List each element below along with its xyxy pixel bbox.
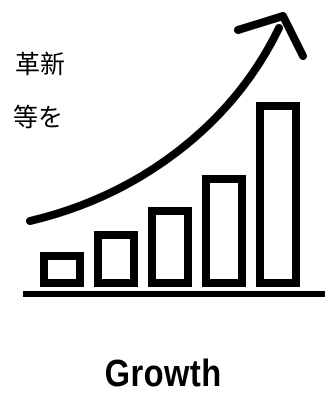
- arrow-head: [234, 12, 307, 60]
- bar-3: [148, 207, 192, 287]
- bar-5: [256, 102, 300, 287]
- arrow-curve: [26, 24, 283, 225]
- caption-line-2: 等を: [12, 103, 63, 132]
- bar-4: [202, 175, 246, 287]
- growth-label: Growth: [104, 353, 222, 395]
- baseline: [23, 291, 325, 297]
- bar-1: [40, 252, 84, 287]
- bar-2: [94, 231, 138, 287]
- caption-line-1: 革新: [14, 50, 65, 79]
